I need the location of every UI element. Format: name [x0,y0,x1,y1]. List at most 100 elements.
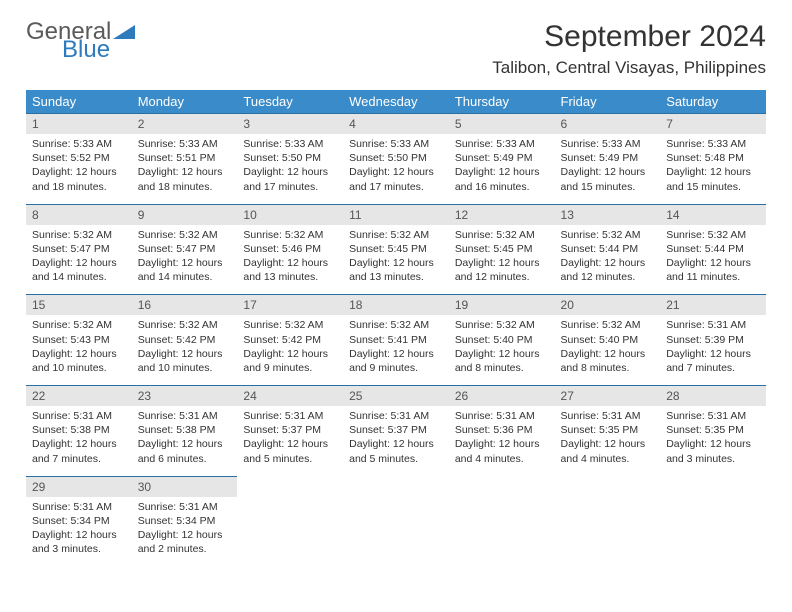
title-block: September 2024 Talibon, Central Visayas,… [492,20,766,78]
empty-cell [660,497,766,567]
day-detail-row: Sunrise: 5:31 AMSunset: 5:34 PMDaylight:… [26,497,766,567]
sunset-text: Sunset: 5:49 PM [561,151,655,165]
day-detail: Sunrise: 5:32 AMSunset: 5:40 PMDaylight:… [449,315,555,385]
day-number: 14 [660,204,766,225]
weekday-header: Saturday [660,90,766,114]
empty-cell [237,476,343,497]
daylight-text-2: and 3 minutes. [666,452,760,466]
daylight-text-1: Daylight: 12 hours [349,256,443,270]
logo: General Blue [26,20,135,62]
daylight-text-2: and 12 minutes. [455,270,549,284]
day-detail: Sunrise: 5:31 AMSunset: 5:36 PMDaylight:… [449,406,555,476]
sunrise-text: Sunrise: 5:31 AM [666,409,760,423]
day-number: 1 [26,114,132,135]
day-detail-row: Sunrise: 5:31 AMSunset: 5:38 PMDaylight:… [26,406,766,476]
day-number: 18 [343,295,449,316]
sunrise-text: Sunrise: 5:31 AM [666,318,760,332]
daylight-text-2: and 13 minutes. [243,270,337,284]
day-detail: Sunrise: 5:31 AMSunset: 5:39 PMDaylight:… [660,315,766,385]
sunset-text: Sunset: 5:48 PM [666,151,760,165]
daylight-text-2: and 7 minutes. [666,361,760,375]
sunrise-text: Sunrise: 5:32 AM [455,318,549,332]
daylight-text-1: Daylight: 12 hours [561,165,655,179]
daylight-text-1: Daylight: 12 hours [455,347,549,361]
daylight-text-2: and 15 minutes. [666,180,760,194]
daylight-text-1: Daylight: 12 hours [561,256,655,270]
daylight-text-2: and 9 minutes. [349,361,443,375]
sunset-text: Sunset: 5:40 PM [561,333,655,347]
daylight-text-1: Daylight: 12 hours [32,528,126,542]
sunset-text: Sunset: 5:45 PM [455,242,549,256]
day-number: 26 [449,386,555,407]
daylight-text-1: Daylight: 12 hours [138,437,232,451]
sunrise-text: Sunrise: 5:32 AM [32,318,126,332]
day-detail: Sunrise: 5:33 AMSunset: 5:49 PMDaylight:… [555,134,661,204]
sunrise-text: Sunrise: 5:31 AM [138,500,232,514]
daylight-text-1: Daylight: 12 hours [32,437,126,451]
day-number-row: 891011121314 [26,204,766,225]
daylight-text-1: Daylight: 12 hours [138,165,232,179]
day-detail: Sunrise: 5:32 AMSunset: 5:40 PMDaylight:… [555,315,661,385]
sunset-text: Sunset: 5:45 PM [349,242,443,256]
day-detail: Sunrise: 5:31 AMSunset: 5:34 PMDaylight:… [26,497,132,567]
sunrise-text: Sunrise: 5:32 AM [138,228,232,242]
sunset-text: Sunset: 5:49 PM [455,151,549,165]
sunset-text: Sunset: 5:46 PM [243,242,337,256]
sunrise-text: Sunrise: 5:33 AM [666,137,760,151]
day-detail: Sunrise: 5:32 AMSunset: 5:45 PMDaylight:… [449,225,555,295]
day-detail-row: Sunrise: 5:32 AMSunset: 5:47 PMDaylight:… [26,225,766,295]
day-detail: Sunrise: 5:33 AMSunset: 5:50 PMDaylight:… [343,134,449,204]
day-detail: Sunrise: 5:31 AMSunset: 5:37 PMDaylight:… [343,406,449,476]
day-detail: Sunrise: 5:33 AMSunset: 5:49 PMDaylight:… [449,134,555,204]
daylight-text-1: Daylight: 12 hours [666,437,760,451]
location-text: Talibon, Central Visayas, Philippines [492,58,766,78]
day-detail: Sunrise: 5:33 AMSunset: 5:48 PMDaylight:… [660,134,766,204]
daylight-text-2: and 18 minutes. [32,180,126,194]
sunset-text: Sunset: 5:50 PM [349,151,443,165]
daylight-text-1: Daylight: 12 hours [349,437,443,451]
daylight-text-2: and 6 minutes. [138,452,232,466]
empty-cell [449,497,555,567]
sunrise-text: Sunrise: 5:32 AM [455,228,549,242]
daylight-text-2: and 14 minutes. [138,270,232,284]
weekday-header: Monday [132,90,238,114]
daylight-text-1: Daylight: 12 hours [349,165,443,179]
day-number: 13 [555,204,661,225]
day-detail: Sunrise: 5:32 AMSunset: 5:42 PMDaylight:… [132,315,238,385]
daylight-text-1: Daylight: 12 hours [243,256,337,270]
sunrise-text: Sunrise: 5:33 AM [561,137,655,151]
day-number: 24 [237,386,343,407]
sunset-text: Sunset: 5:37 PM [243,423,337,437]
day-detail: Sunrise: 5:32 AMSunset: 5:43 PMDaylight:… [26,315,132,385]
calendar-table: SundayMondayTuesdayWednesdayThursdayFrid… [26,90,766,566]
daylight-text-1: Daylight: 12 hours [561,347,655,361]
sunrise-text: Sunrise: 5:33 AM [138,137,232,151]
sunrise-text: Sunrise: 5:32 AM [138,318,232,332]
day-number: 4 [343,114,449,135]
daylight-text-2: and 18 minutes. [138,180,232,194]
daylight-text-1: Daylight: 12 hours [455,256,549,270]
sunset-text: Sunset: 5:43 PM [32,333,126,347]
empty-cell [343,476,449,497]
sunrise-text: Sunrise: 5:31 AM [32,500,126,514]
sunset-text: Sunset: 5:52 PM [32,151,126,165]
sunset-text: Sunset: 5:38 PM [138,423,232,437]
day-detail-row: Sunrise: 5:32 AMSunset: 5:43 PMDaylight:… [26,315,766,385]
weekday-header: Tuesday [237,90,343,114]
sunset-text: Sunset: 5:47 PM [138,242,232,256]
day-detail: Sunrise: 5:32 AMSunset: 5:41 PMDaylight:… [343,315,449,385]
sunset-text: Sunset: 5:42 PM [138,333,232,347]
day-number: 28 [660,386,766,407]
sunrise-text: Sunrise: 5:31 AM [138,409,232,423]
sunset-text: Sunset: 5:35 PM [561,423,655,437]
sunset-text: Sunset: 5:39 PM [666,333,760,347]
daylight-text-1: Daylight: 12 hours [455,165,549,179]
daylight-text-1: Daylight: 12 hours [666,256,760,270]
day-number: 11 [343,204,449,225]
day-number: 8 [26,204,132,225]
daylight-text-1: Daylight: 12 hours [561,437,655,451]
weekday-header: Thursday [449,90,555,114]
day-detail: Sunrise: 5:32 AMSunset: 5:46 PMDaylight:… [237,225,343,295]
daylight-text-1: Daylight: 12 hours [349,347,443,361]
day-number: 17 [237,295,343,316]
